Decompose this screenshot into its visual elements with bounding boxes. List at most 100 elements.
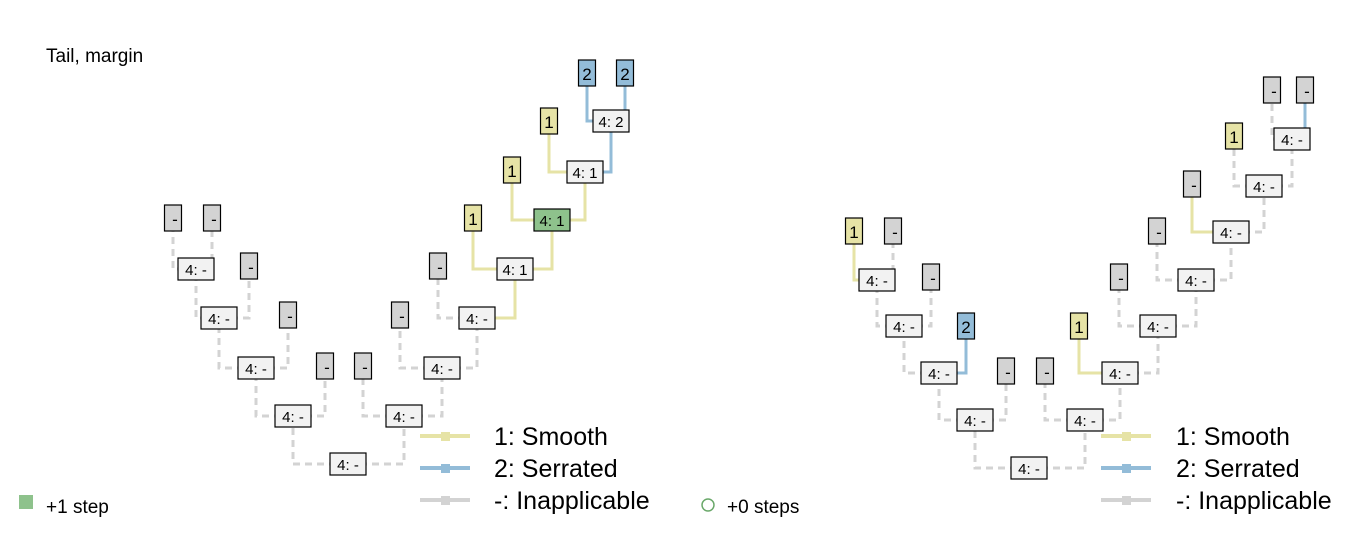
tip-box: [428, 252, 448, 280]
node-box: [177, 257, 215, 281]
node-label: 4: -: [431, 361, 453, 378]
node-box: [200, 306, 238, 330]
node-box: [592, 109, 630, 133]
tip-box: [921, 263, 941, 291]
tip: -: [1109, 263, 1129, 291]
node-label: 4: 1: [572, 165, 597, 182]
node: 4: -: [885, 314, 923, 338]
node-label: 4: -: [1074, 413, 1096, 430]
node-label: 4: -: [282, 409, 304, 426]
node-label: 4: 1: [539, 213, 564, 230]
legend-left-inapplicable-label: -: Inapplicable: [494, 487, 650, 515]
tip: -: [428, 252, 448, 280]
tip: 2: [956, 312, 976, 340]
node-label: 4: -: [466, 311, 488, 328]
tip-label: -: [1005, 363, 1011, 382]
legend-left-inapplicable: -: Inapplicable: [420, 487, 650, 515]
tip-box: [956, 312, 976, 340]
plus-zero-steps-label: +0 steps: [727, 497, 799, 518]
tip-box: [615, 59, 635, 87]
tip-label: -: [1304, 82, 1310, 101]
node-box: [1139, 314, 1177, 338]
tip-box: [353, 352, 373, 380]
tip-label: -: [1271, 82, 1277, 101]
node-label: 4: -: [393, 409, 415, 426]
legend-right-serrated-label: 2: Serrated: [1176, 455, 1300, 483]
legend-left-serrated-marker: [441, 464, 450, 473]
figure-title: Tail, margin: [46, 46, 143, 67]
node-box: [385, 404, 423, 428]
tip-label: -: [324, 358, 330, 377]
legend-left: 1: Smooth 2: Serrated -: Inapplicable: [420, 423, 650, 515]
tip: -: [278, 301, 298, 329]
tip-label: 2: [620, 65, 629, 84]
tip: 1: [844, 217, 864, 245]
tip: -: [921, 263, 941, 291]
tip-label: -: [399, 307, 405, 326]
node-box: [423, 356, 461, 380]
tip-label: -: [248, 258, 254, 277]
node-label: 4: -: [208, 311, 230, 328]
tip: 1: [502, 156, 522, 184]
legend-right-serrated-marker: [1122, 464, 1131, 473]
node: 4: -: [1273, 127, 1311, 151]
node: 4: 1: [566, 160, 604, 184]
branch: [1264, 139, 1294, 188]
branch: [904, 277, 933, 328]
tip-label: -: [1156, 223, 1162, 242]
tip-label: -: [1044, 363, 1050, 382]
node-label: 4: -: [185, 262, 207, 279]
tip-box: [1262, 76, 1282, 104]
tip-label: 1: [1074, 318, 1083, 337]
tip-box: [996, 357, 1016, 385]
branch: [1231, 186, 1266, 234]
node-box: [274, 404, 312, 428]
node-box: [1212, 220, 1250, 244]
tip-box: [1109, 263, 1129, 291]
branch: [293, 366, 327, 418]
tip: -: [1262, 76, 1282, 104]
branch: [975, 371, 1008, 422]
tip-box: [539, 107, 559, 135]
tip: 1: [463, 204, 483, 232]
branch: [219, 266, 251, 320]
tip-label: -: [930, 269, 936, 288]
legend-right-smooth-label: 1: Smooth: [1176, 423, 1290, 451]
node: 4: -: [458, 306, 496, 330]
node-label: 4: -: [1109, 366, 1131, 383]
branch: [902, 326, 939, 375]
tip-box: [883, 217, 903, 245]
tip-box: [1182, 170, 1202, 198]
tip: -: [239, 252, 259, 280]
legend-left-smooth: 1: Smooth: [420, 423, 608, 451]
tip-box: [502, 156, 522, 184]
tip: -: [1035, 357, 1055, 385]
node: 4: -: [1212, 220, 1250, 244]
node-label: 4: -: [866, 273, 888, 290]
tip-label: -: [172, 210, 178, 229]
tip-label: 1: [1229, 128, 1238, 147]
tip-label: 2: [582, 65, 591, 84]
node-label: 4: -: [1220, 225, 1242, 242]
node-box: [1066, 408, 1104, 432]
tip-label: 1: [544, 113, 553, 132]
node: 4: -: [237, 356, 275, 380]
node: 4: -: [274, 404, 312, 428]
node-box: [1010, 456, 1048, 480]
node: 4: -: [1245, 174, 1283, 198]
branch: [1232, 136, 1264, 188]
tip: -: [1147, 217, 1167, 245]
tip: 1: [539, 107, 559, 135]
node-box: [458, 306, 496, 330]
node: 4: -: [1177, 268, 1215, 292]
legend-left-smooth-marker: [441, 432, 450, 441]
plus-zero-steps-swatch: [701, 498, 715, 512]
node-label: 4: -: [928, 366, 950, 383]
legend-right-smooth: 1: Smooth: [1101, 423, 1290, 451]
node-box: [329, 452, 367, 476]
node: 4: 1: [496, 257, 534, 281]
tip: -: [202, 204, 222, 232]
node-label: 4: 2: [598, 114, 623, 131]
tip: 1: [1069, 312, 1089, 340]
